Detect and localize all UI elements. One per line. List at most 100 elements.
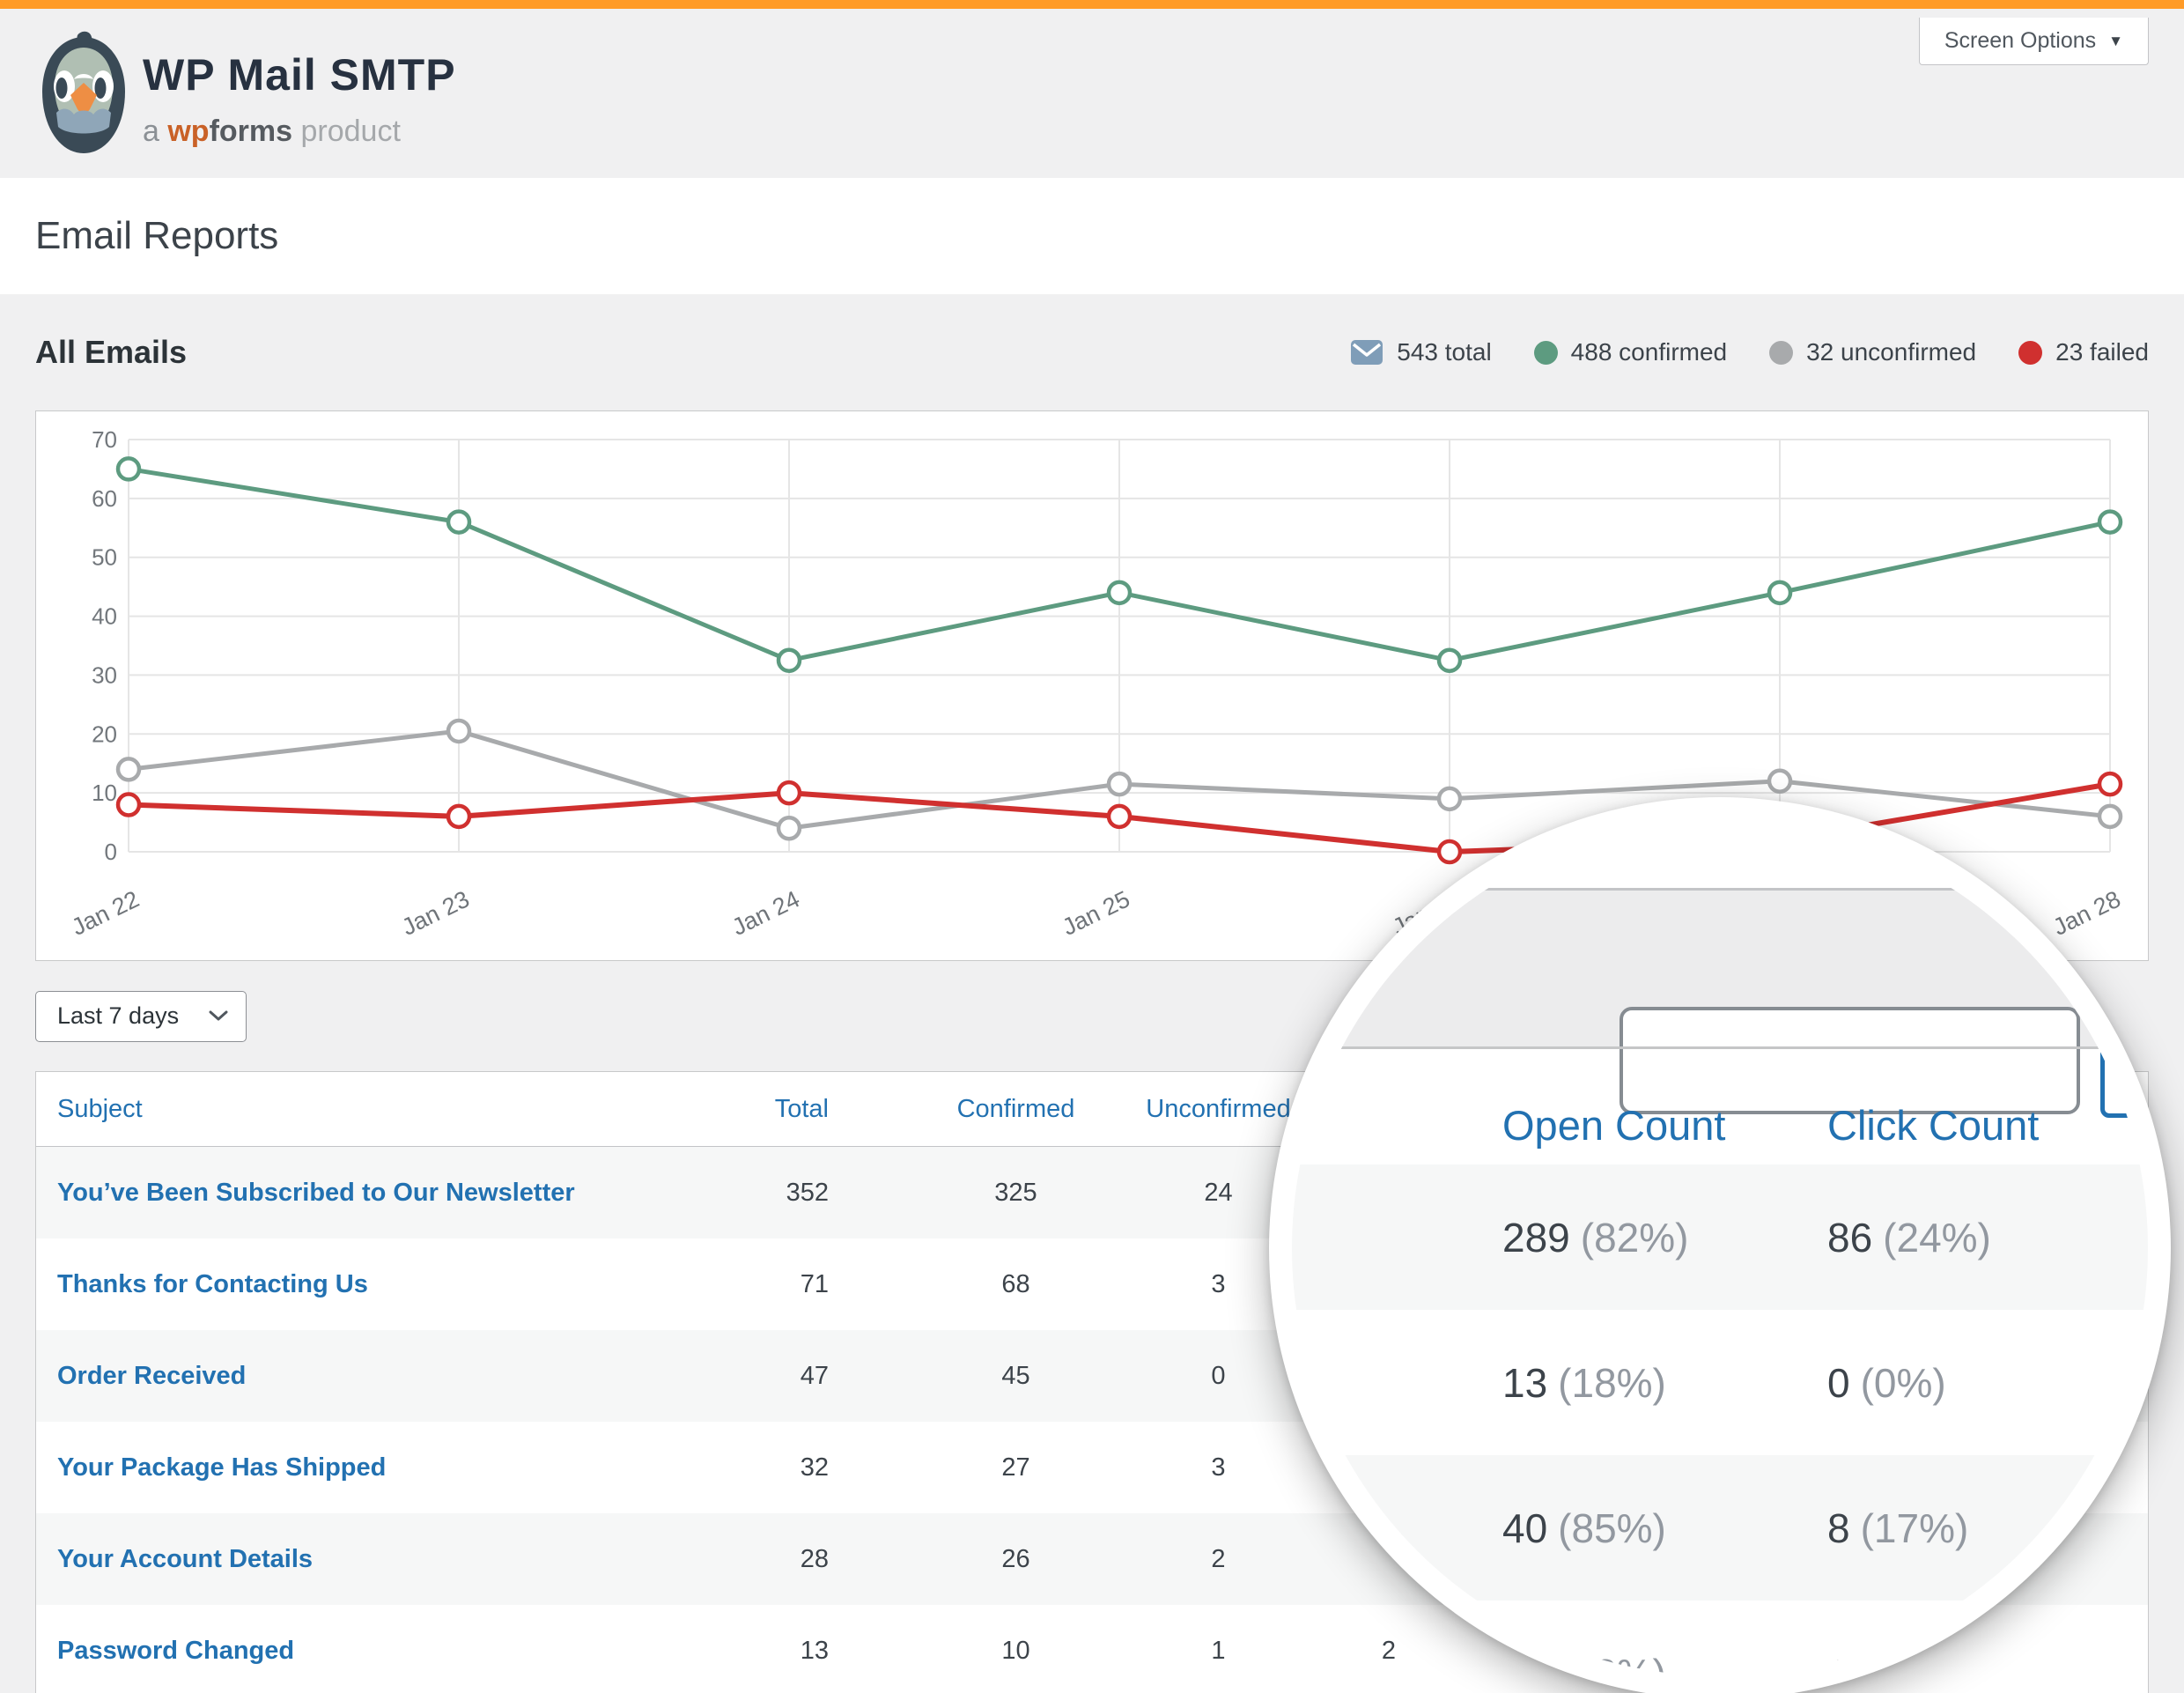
subject-link[interactable]: Password Changed xyxy=(57,1636,295,1665)
magnified-search-input xyxy=(1620,1007,2080,1114)
cell-unconfirmed: 3 xyxy=(1211,1453,1226,1482)
data-point-failed xyxy=(1106,803,1133,830)
cell-total: 47 xyxy=(800,1361,829,1390)
page-title: Email Reports xyxy=(35,214,279,257)
section-head: All Emails 543 total 488 confirmed 32 unco… xyxy=(35,294,2149,410)
column-header-click-count: Click Count xyxy=(1827,1102,2040,1149)
chevron-down-icon xyxy=(209,1010,228,1021)
svg-text:Jan 25: Jan 25 xyxy=(1059,885,1134,941)
open-count-percent: (62%) xyxy=(1558,1650,1666,1677)
cell-total: 13 xyxy=(800,1636,829,1665)
page-title-bar: Email Reports xyxy=(0,178,2184,294)
cell-subject: Thanks for Contacting Us xyxy=(57,1238,368,1330)
cell-subject: Order Received xyxy=(57,1330,246,1422)
section-title: All Emails xyxy=(35,334,188,370)
svg-text:Jan 23: Jan 23 xyxy=(398,885,474,941)
data-point-confirmed xyxy=(1106,580,1133,606)
subject-link[interactable]: Thanks for Contacting Us xyxy=(57,1269,368,1298)
cell-failed: 2 xyxy=(1381,1636,1397,1665)
data-point-confirmed xyxy=(1436,647,1463,673)
legend-label: 488 confirmed xyxy=(1570,338,1728,366)
click-count-value: 0 xyxy=(1827,1359,1850,1406)
cell-unconfirmed: 0 xyxy=(1211,1361,1226,1390)
legend-dot-icon xyxy=(2018,340,2043,365)
click-count-percent: (38%) xyxy=(1883,1650,1991,1677)
cell-unconfirmed: 2 xyxy=(1211,1544,1226,1573)
date-range-select[interactable]: Last 7 days xyxy=(35,990,247,1042)
app-title: WP Mail SMTP xyxy=(143,50,456,100)
svg-text:30: 30 xyxy=(92,662,117,688)
legend-item-unconfirmed[interactable]: 32 unconfirmed xyxy=(1769,338,1976,366)
svg-text:10: 10 xyxy=(92,780,117,806)
legend-label: 23 failed xyxy=(2055,338,2149,366)
cell-confirmed: 27 xyxy=(1001,1453,1030,1482)
cell-subject: You’ve Been Subscribed to Our Newsletter xyxy=(57,1147,575,1238)
legend-item-total[interactable]: 543 total xyxy=(1350,338,1492,366)
cell-subject: Your Account Details xyxy=(57,1513,313,1605)
column-header-total[interactable]: Total xyxy=(774,1094,829,1123)
data-point-unconfirmed xyxy=(115,757,142,782)
data-point-failed xyxy=(2097,771,2123,797)
cell-unconfirmed: 3 xyxy=(1211,1269,1226,1298)
legend-label: 32 unconfirmed xyxy=(1806,338,1977,366)
cell-total: 32 xyxy=(800,1453,829,1482)
screen-options-button[interactable]: Screen Options ▼ xyxy=(1918,18,2149,65)
column-header-open-count: Open Count xyxy=(1502,1102,1726,1149)
open-count: 289 (82%) xyxy=(1502,1164,1688,1310)
table-row: Thanks for Contacting Us 71 68 3 xyxy=(36,1238,2148,1330)
data-point-unconfirmed xyxy=(1436,786,1463,812)
tagline-forms: forms xyxy=(209,115,293,148)
open-count-percent: (82%) xyxy=(1580,1214,1689,1261)
magnified-search-button xyxy=(2100,1019,2148,1118)
svg-text:40: 40 xyxy=(92,603,117,630)
legend-item-failed[interactable]: 23 failed xyxy=(2018,338,2149,366)
open-count-value: 20 xyxy=(1502,1650,1548,1677)
cell-subject: Your Package Has Shipped xyxy=(57,1422,386,1513)
subject-link[interactable]: You’ve Been Subscribed to Our Newsletter xyxy=(57,1178,575,1207)
table-header-row: Subject Total Confirmed Unconfirmed xyxy=(36,1072,2148,1147)
subject-link[interactable]: Order Received xyxy=(57,1361,247,1390)
tagline-wp: wp xyxy=(167,115,210,148)
click-count: 12 (38%) xyxy=(1827,1601,1991,1677)
click-count: 8 (17%) xyxy=(1827,1455,1968,1601)
column-header-unconfirmed[interactable]: Unconfirmed xyxy=(1146,1094,1291,1123)
click-count-percent: (24%) xyxy=(1883,1214,1991,1261)
chevron-down-icon: ▼ xyxy=(2108,32,2123,49)
svg-text:60: 60 xyxy=(92,485,117,512)
magnified-chart-border xyxy=(1292,888,2148,891)
subject-link[interactable]: Your Account Details xyxy=(57,1544,314,1573)
tagline-product: product xyxy=(292,115,401,148)
cell-total: 71 xyxy=(800,1269,829,1298)
click-count: 86 (24%) xyxy=(1827,1164,1991,1310)
magnified-toolbar-band xyxy=(1292,891,2148,1118)
click-count-value: 12 xyxy=(1827,1650,1873,1677)
data-point-confirmed xyxy=(1767,580,1793,606)
cell-confirmed: 325 xyxy=(994,1178,1037,1207)
data-point-unconfirmed xyxy=(446,718,472,744)
cell-confirmed: 10 xyxy=(1001,1636,1030,1665)
chart-legend: 543 total 488 confirmed 32 unconfirmed 23 f… xyxy=(1350,338,2149,366)
subject-link[interactable]: Your Package Has Shipped xyxy=(57,1453,387,1482)
table-row: Your Package Has Shipped 32 27 3 xyxy=(36,1422,2148,1513)
column-header-confirmed[interactable]: Confirmed xyxy=(956,1094,1075,1123)
column-header-subject[interactable]: Subject xyxy=(57,1094,143,1123)
data-point-failed xyxy=(776,780,802,806)
legend-item-confirmed[interactable]: 488 confirmed xyxy=(1533,338,1728,366)
data-point-confirmed xyxy=(446,509,472,535)
cell-total: 352 xyxy=(786,1178,829,1207)
date-range-value: Last 7 days xyxy=(57,1002,180,1029)
click-count-percent: (0%) xyxy=(1860,1359,1946,1406)
cell-unconfirmed: 24 xyxy=(1204,1178,1233,1207)
magnified-table-row: 20 (62%) 12 (38%) xyxy=(1292,1601,2148,1677)
cell-unconfirmed: 1 xyxy=(1211,1636,1226,1665)
data-point-failed xyxy=(446,803,472,830)
table-toolbar: Last 7 days xyxy=(35,961,2149,1071)
svg-text:70: 70 xyxy=(92,426,117,453)
envelope-icon xyxy=(1351,340,1383,365)
open-count-value: 289 xyxy=(1502,1214,1570,1261)
magnifier-lens: Open Count Click Count 289 (82%) 86 (24%) 13… xyxy=(1269,797,2171,1693)
svg-text:50: 50 xyxy=(92,544,117,571)
magnified-header-row: Open Count Click Count xyxy=(1292,1101,2148,1159)
data-point-failed xyxy=(1436,839,1463,865)
top-accent-bar xyxy=(0,0,2184,9)
